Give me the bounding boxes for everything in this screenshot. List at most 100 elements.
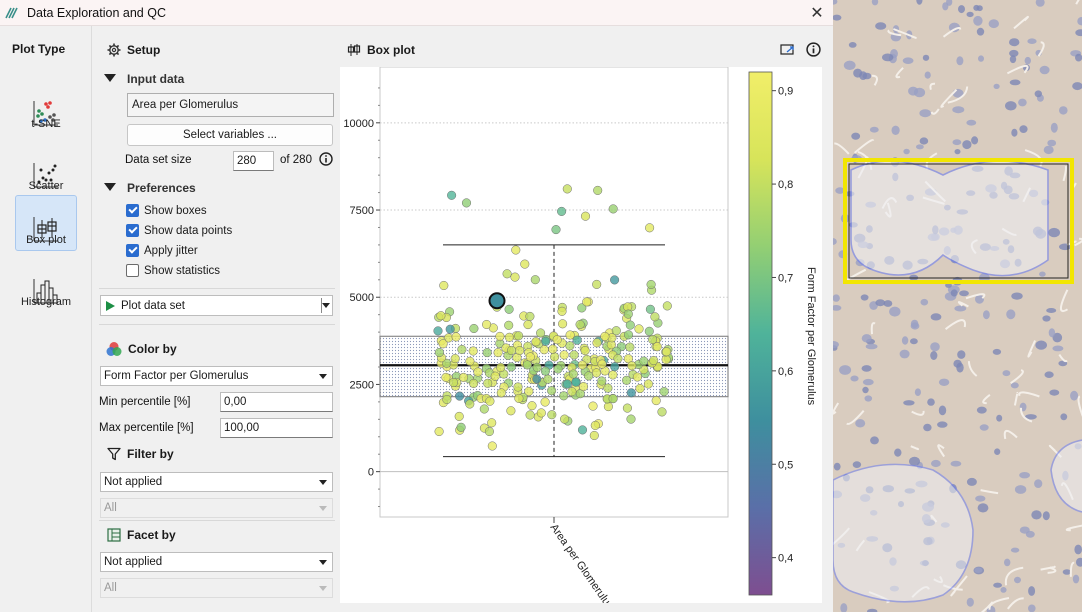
color-by-header: Color by	[106, 341, 177, 357]
data-point	[547, 410, 557, 420]
tissue-membrane	[887, 29, 902, 37]
data-point	[507, 345, 517, 355]
tissue-image-viewer[interactable]	[833, 0, 1082, 612]
data-point	[482, 348, 492, 358]
data-point	[547, 386, 557, 396]
cell-nucleus	[971, 136, 979, 145]
chevron-down-icon[interactable]	[319, 374, 327, 379]
cell-nucleus	[938, 378, 950, 386]
x-tick-label: Area per Glomerulus	[548, 522, 616, 603]
cell-nucleus	[902, 57, 914, 64]
plot-info-icon[interactable]	[806, 42, 821, 60]
data-point	[592, 279, 602, 289]
plot-type-tsne-button[interactable]: t-SNE	[15, 78, 77, 134]
data-point	[461, 198, 472, 208]
filter-by-select[interactable]: Not applied	[100, 472, 333, 492]
data-point	[552, 335, 562, 345]
data-point	[627, 361, 637, 371]
tissue-membrane	[911, 410, 925, 416]
cell-nucleus	[875, 299, 886, 307]
tissue-membrane	[937, 444, 946, 458]
cell-nucleus	[973, 4, 980, 11]
color-by-select[interactable]: Form Factor per Glomerulus	[100, 366, 333, 386]
tissue-image[interactable]	[833, 0, 1082, 612]
cell-nucleus	[882, 53, 894, 62]
data-point	[572, 335, 582, 345]
close-button[interactable]: ✕	[805, 2, 829, 24]
box-plot-chart[interactable]: 0 2500 5000 7500 10000 Area per Glomerulus 0…	[340, 66, 822, 612]
data-point	[441, 372, 451, 382]
tissue-membrane	[957, 301, 969, 308]
info-icon[interactable]	[319, 152, 333, 169]
glomerulus-roi-outline[interactable]	[850, 160, 1049, 277]
data-point	[506, 362, 516, 372]
cell-nucleus	[1034, 479, 1043, 488]
y-tick-label: 5000	[350, 292, 374, 304]
tissue-membrane	[980, 489, 999, 495]
data-point	[648, 334, 658, 345]
data-point	[438, 339, 448, 349]
tissue-membrane	[930, 108, 940, 115]
show-boxes-checkbox[interactable]: Show boxes	[126, 204, 207, 217]
data-point	[550, 352, 560, 362]
cell-nucleus	[993, 582, 1002, 588]
data-point	[562, 184, 572, 194]
show-statistics-checkbox[interactable]: Show statistics	[126, 264, 220, 277]
plot-type-histogram-button[interactable]: Histogram	[15, 256, 77, 312]
cell-nucleus	[950, 460, 962, 467]
data-point	[541, 336, 551, 346]
preferences-collapse-icon[interactable]	[104, 183, 116, 191]
data-point	[565, 330, 575, 340]
min-percentile-input[interactable]: 0,00	[220, 392, 333, 412]
export-plot-icon[interactable]	[780, 43, 796, 60]
cell-nucleus	[913, 87, 926, 98]
cell-nucleus	[862, 378, 874, 386]
cell-nucleus	[1043, 145, 1054, 155]
chevron-down-icon[interactable]	[319, 560, 327, 565]
cell-nucleus	[860, 294, 869, 301]
data-point	[543, 374, 553, 384]
glomerulus-roi-outline-3[interactable]	[1050, 439, 1082, 513]
facet-by-select[interactable]: Not applied	[100, 552, 333, 572]
plot-type-boxplot-button[interactable]: Box plot	[15, 195, 77, 251]
max-percentile-input[interactable]: 100,00	[220, 418, 333, 438]
cell-nucleus	[861, 334, 872, 343]
dataset-size-label: Data set size	[125, 154, 192, 166]
cell-nucleus	[855, 419, 866, 428]
data-point	[439, 280, 449, 291]
chevron-down-icon[interactable]	[319, 480, 327, 485]
selected-glomerulus-frame[interactable]	[843, 158, 1074, 284]
input-data-collapse-icon[interactable]	[104, 74, 116, 82]
show-data-points-checkbox[interactable]: Show data points	[126, 224, 232, 237]
checkbox-checked-icon[interactable]	[126, 204, 139, 217]
tissue-membrane	[982, 394, 991, 405]
y-tick-label: 7500	[350, 205, 374, 217]
cell-nucleus	[937, 421, 948, 428]
tissue-membrane	[1059, 289, 1069, 313]
checkbox-checked-icon[interactable]	[126, 244, 139, 257]
data-point	[530, 275, 540, 285]
cell-nucleus	[1011, 292, 1023, 300]
chevron-down-icon[interactable]	[322, 303, 330, 308]
checkbox-unchecked-icon[interactable]	[126, 264, 139, 277]
close-icon[interactable]: ✕	[810, 5, 824, 22]
checkbox-checked-icon[interactable]	[126, 224, 139, 237]
cell-nucleus	[1018, 98, 1027, 107]
cell-nucleus	[919, 109, 931, 118]
boxplot-small-icon	[347, 43, 361, 57]
cell-nucleus	[1075, 53, 1082, 62]
data-point	[590, 420, 600, 430]
apply-jitter-checkbox[interactable]: Apply jitter	[126, 244, 198, 257]
glomerulus-roi-outline-2[interactable]	[833, 463, 974, 603]
plot-type-scatter-button[interactable]: Scatter	[15, 140, 77, 196]
data-point	[436, 311, 446, 321]
data-point	[567, 387, 577, 397]
select-variables-button[interactable]: Select variables ...	[127, 124, 333, 146]
dataset-size-input[interactable]: 280	[233, 151, 274, 171]
plot-canvas[interactable]: 0 2500 5000 7500 10000 Area per Glomerulus 0…	[340, 66, 822, 612]
setup-title: Setup	[127, 43, 161, 57]
tissue-membrane	[1010, 369, 1024, 385]
cell-nucleus	[899, 349, 910, 359]
cell-nucleus	[891, 125, 900, 135]
plot-data-set-button[interactable]: Plot data set	[100, 295, 333, 316]
